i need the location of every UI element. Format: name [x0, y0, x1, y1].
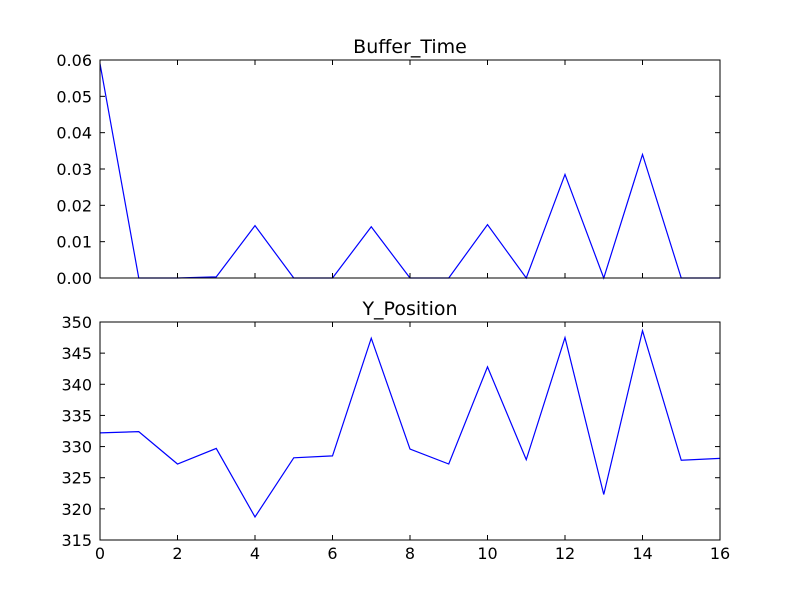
x-tick-label: 16 — [710, 544, 730, 563]
y-tick-label: 0.03 — [56, 160, 92, 179]
chart-title: Buffer_Time — [353, 36, 467, 58]
x-tick-label: 2 — [172, 544, 182, 563]
x-tick-label: 8 — [405, 544, 415, 563]
chart-title: Y_Position — [361, 298, 457, 320]
series-line — [99, 63, 720, 280]
y-tick-label: 330 — [61, 438, 92, 457]
y-tick-label: 0.06 — [56, 51, 92, 70]
y-tick-label: 340 — [61, 375, 92, 394]
y-tick-label: 320 — [61, 500, 92, 519]
x-tick-label: 12 — [555, 544, 575, 563]
y-tick-label: 0.04 — [56, 124, 92, 143]
x-tick-label: 0 — [95, 544, 105, 563]
y-position-subplot: Y_Position 315 320 325 330 335 340 345 350 0 2 4 6 8… — [61, 298, 730, 563]
plot-frame — [99, 59, 721, 279]
x-tick-label: 10 — [477, 544, 497, 563]
y-tick-label: 350 — [61, 313, 92, 332]
y-tick-label: 345 — [61, 344, 92, 363]
x-tick-label: 6 — [327, 544, 337, 563]
x-tick-label: 14 — [632, 544, 652, 563]
y-tick-label: 0.00 — [56, 269, 92, 288]
x-tick-label: 4 — [250, 544, 260, 563]
y-tick-label: 0.05 — [56, 87, 92, 106]
y-tick-label: 315 — [61, 531, 92, 550]
y-tick-label: 325 — [61, 469, 92, 488]
plot-frame — [99, 321, 721, 541]
buffer-time-subplot: Buffer_Time 0.00 0.01 0.02 0.03 0.04 0.05 0.06 — [56, 36, 721, 288]
series-line — [99, 328, 721, 519]
y-tick-label: 335 — [61, 406, 92, 425]
y-tick-label: 0.02 — [56, 196, 92, 215]
y-tick-label: 0.01 — [56, 233, 92, 252]
